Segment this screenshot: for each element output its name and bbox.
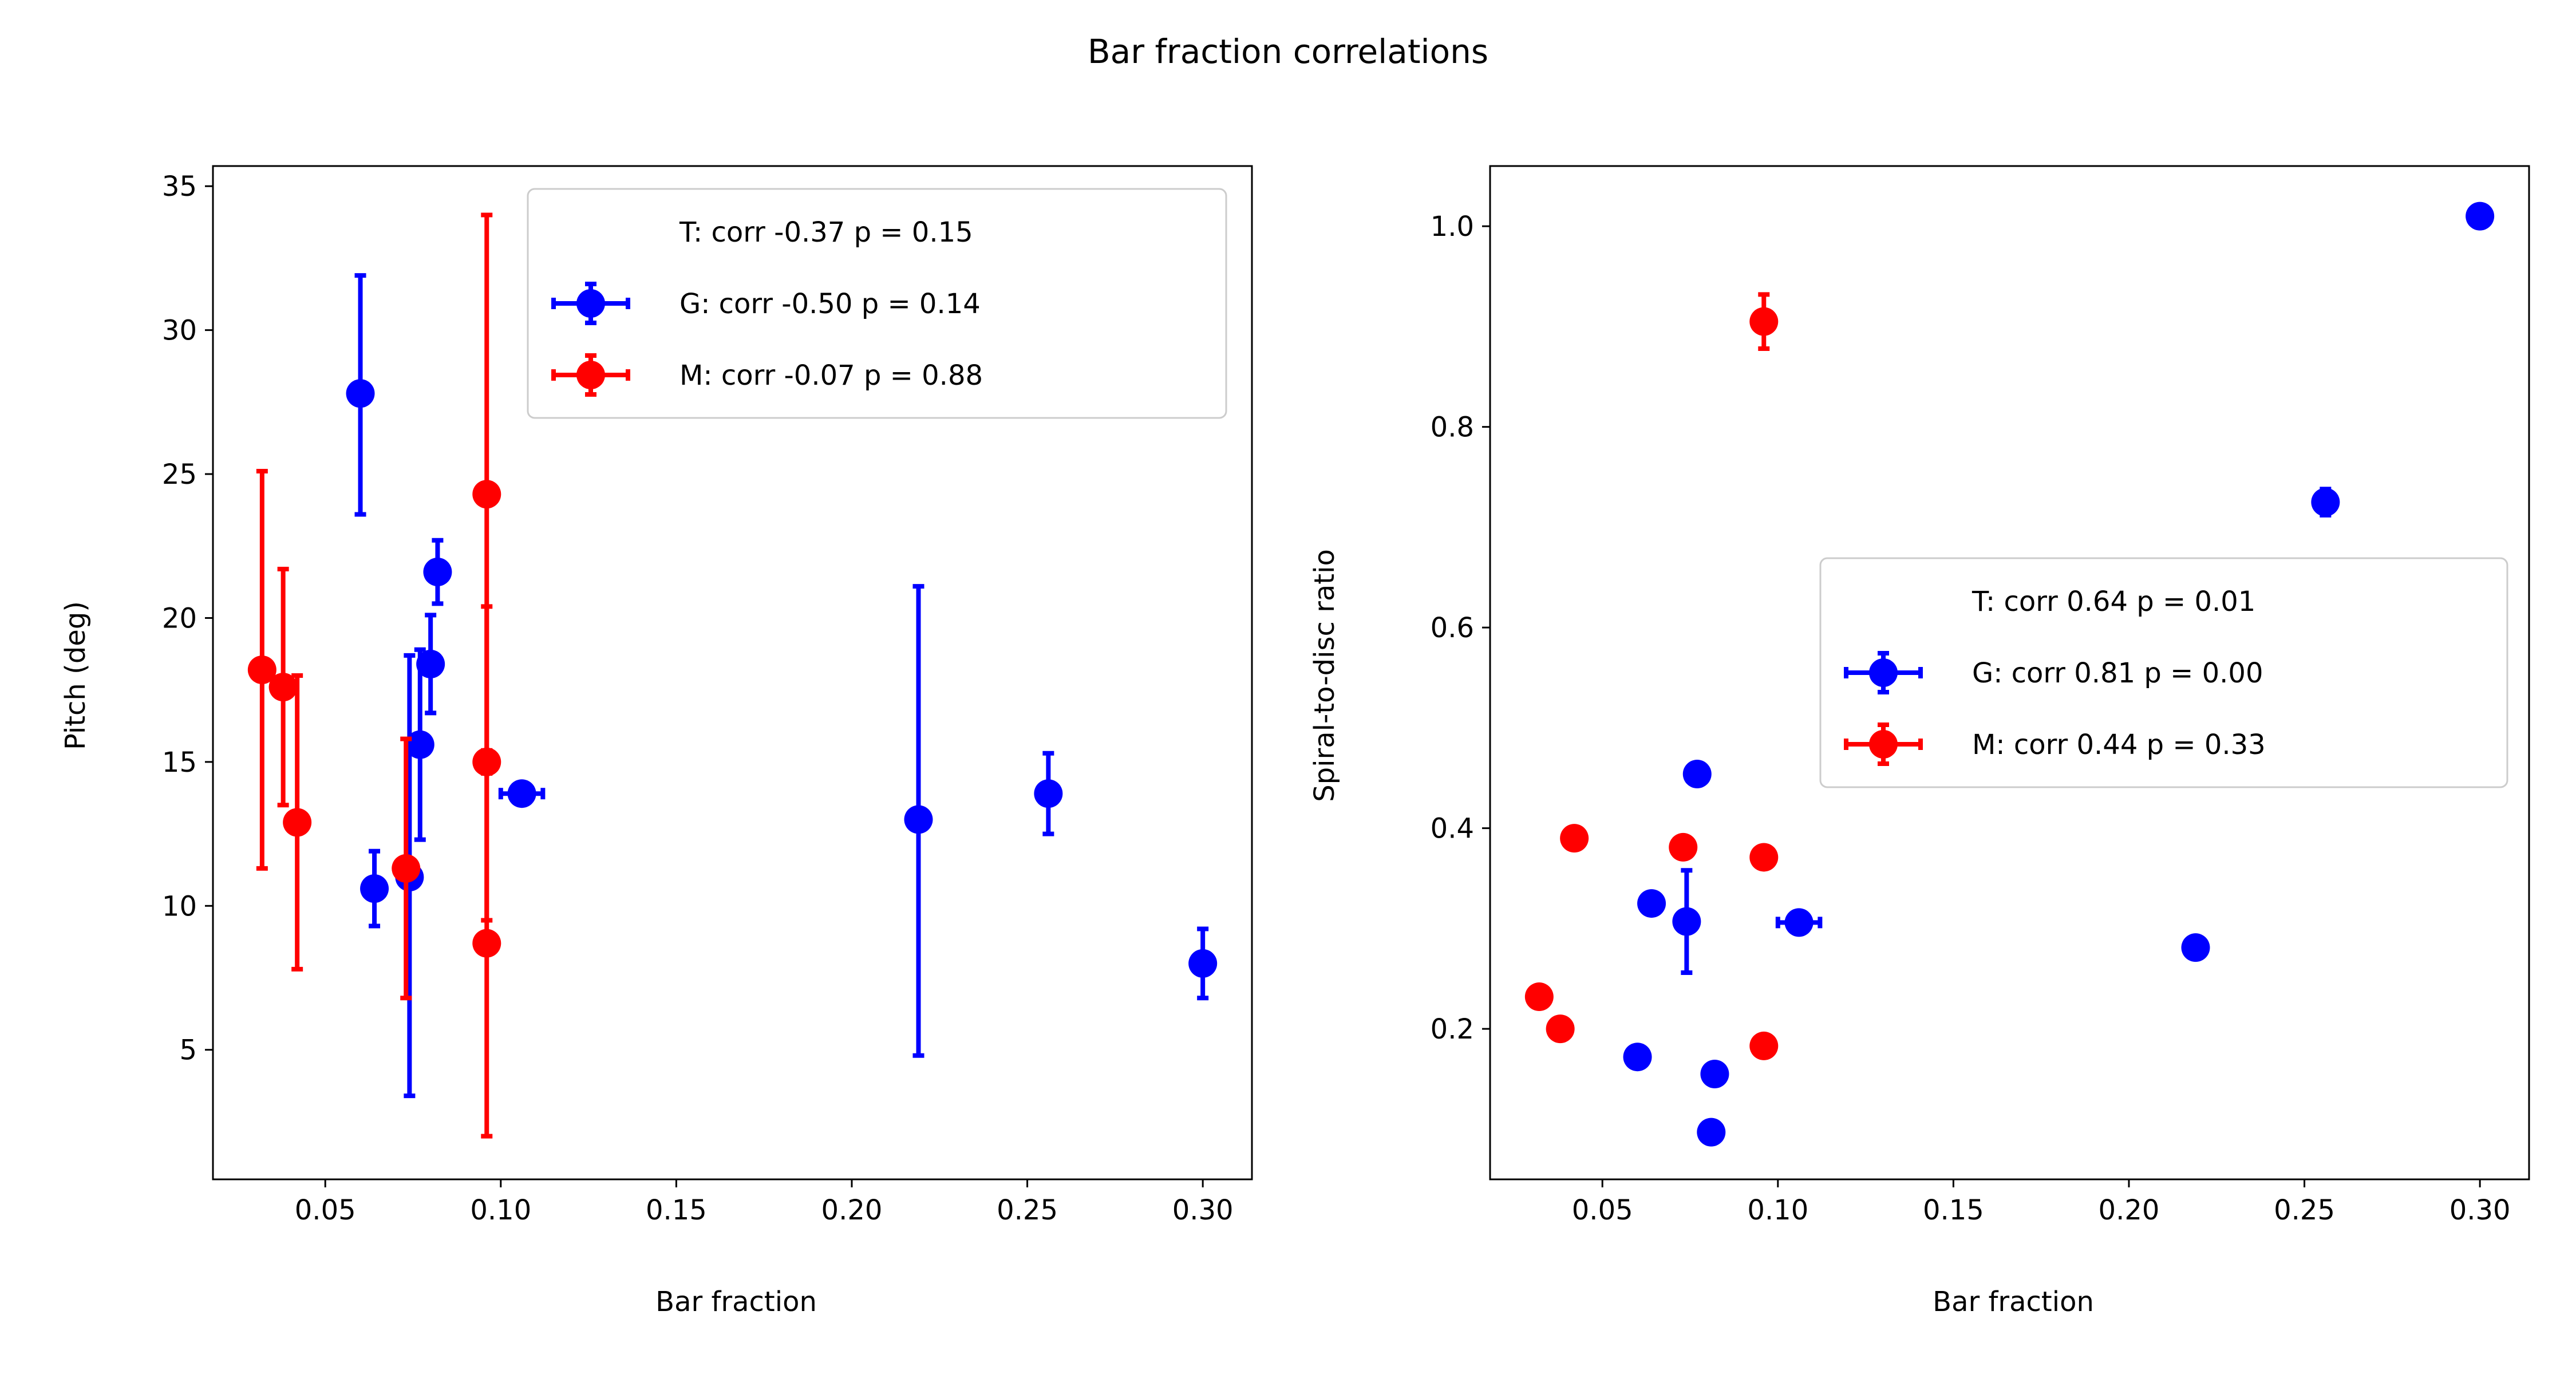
data-point [904, 805, 933, 834]
data-point [472, 480, 501, 509]
data-point [2311, 488, 2340, 517]
x-tick-label: 0.30 [1172, 1194, 1234, 1226]
data-point [1682, 760, 1712, 788]
legend-label: G: corr 0.81 p = 0.00 [1972, 657, 2263, 689]
legend-label: T: corr -0.37 p = 0.15 [679, 216, 973, 248]
x-tick-label: 0.10 [470, 1194, 531, 1226]
data-point [1700, 1059, 1729, 1088]
legend-box [1819, 557, 2508, 788]
x-tick-label: 0.20 [2099, 1194, 2160, 1226]
data-point [1749, 1031, 1779, 1060]
data-point [346, 379, 375, 408]
legend-marker [1869, 658, 1898, 687]
x-tick-label: 0.15 [646, 1194, 707, 1226]
data-point [405, 730, 434, 759]
data-point [2466, 202, 2495, 231]
axes-frame [212, 165, 1253, 1180]
pitch-x-axis-label: Bar fraction [655, 1286, 817, 1318]
series-g [346, 273, 1218, 1099]
data-point [1623, 1043, 1652, 1072]
x-tick-label: 0.20 [821, 1194, 883, 1226]
data-point [1672, 907, 1701, 936]
axes-frame [1489, 165, 2530, 1180]
x-tick-label: 0.05 [1572, 1194, 1633, 1226]
data-point [360, 874, 389, 903]
y-tick-label: 15 [162, 747, 197, 779]
series-m [1524, 292, 1779, 1060]
data-point [1749, 307, 1779, 336]
x-tick-label: 0.30 [2449, 1194, 2511, 1226]
ratio-x-axis-label: Bar fraction [1933, 1286, 2094, 1318]
x-tick-label: 0.25 [997, 1194, 1058, 1226]
data-point [392, 854, 421, 883]
legend-label: M: corr 0.44 p = 0.33 [1972, 729, 2266, 761]
series-m [247, 212, 501, 1139]
data-point [1784, 908, 1814, 937]
legend-box [527, 188, 1227, 419]
ratio-y-axis-label: Spiral-to-disc ratio [1309, 549, 1341, 802]
data-point [1034, 779, 1063, 808]
data-point [268, 673, 298, 702]
data-point [2181, 933, 2210, 962]
y-tick-label: 35 [162, 171, 197, 203]
legend-marker [576, 361, 605, 389]
x-tick-label: 0.10 [1747, 1194, 1808, 1226]
y-tick-label: 10 [162, 890, 197, 922]
spiral-ratio-panel: Bar fraction Spiral-to-disc ratio 0.05 0.… [1309, 165, 2530, 1318]
pitch-panel: Bar fraction Pitch (deg) 0.05 0.10 0.15 0.2… [60, 165, 1253, 1318]
legend-marker [576, 289, 605, 318]
y-tick-label: 5 [179, 1035, 197, 1067]
data-point [1524, 982, 1554, 1012]
y-tick-label: 0.8 [1431, 412, 1474, 444]
y-tick-label: 0.4 [1431, 813, 1474, 845]
legend-label: M: corr -0.07 p = 0.88 [679, 360, 983, 392]
pitch-y-axis-label: Pitch (deg) [60, 601, 92, 750]
data-point [1749, 843, 1779, 872]
legend-label: T: corr 0.64 p = 0.01 [1971, 586, 2255, 618]
data-point [472, 929, 501, 958]
y-tick-label: 30 [162, 315, 197, 347]
data-point [283, 808, 312, 837]
data-point [1560, 824, 1589, 853]
data-point [1188, 949, 1218, 978]
data-point [1697, 1118, 1726, 1147]
data-point [416, 649, 445, 678]
series-g [1623, 202, 2495, 1147]
data-point [247, 655, 276, 684]
x-tick-label: 0.15 [1923, 1194, 1984, 1226]
figure-title: Bar fraction correlations [1088, 32, 1488, 71]
legend-marker [1869, 730, 1898, 759]
y-tick-label: 20 [162, 602, 197, 634]
x-tick-label: 0.05 [295, 1194, 356, 1226]
y-tick-label: 1.0 [1431, 211, 1474, 243]
data-point [1546, 1014, 1575, 1044]
data-point [423, 558, 452, 587]
data-point [507, 779, 536, 808]
data-point [1669, 832, 1698, 862]
data-point [1637, 889, 1666, 918]
y-tick-label: 25 [162, 459, 197, 491]
legend-label: G: corr -0.50 p = 0.14 [679, 288, 981, 320]
x-tick-label: 0.25 [2274, 1194, 2335, 1226]
y-tick-label: 0.6 [1431, 612, 1474, 644]
y-tick-label: 0.2 [1431, 1013, 1474, 1045]
